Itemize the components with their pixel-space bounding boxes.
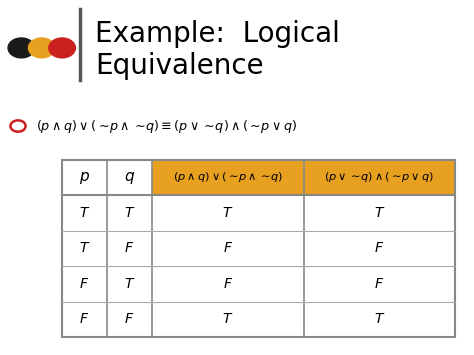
Text: $F$: $F$ <box>223 241 233 256</box>
Text: $(p \wedge q) \vee (\sim\!p \wedge \sim\!q)$: $(p \wedge q) \vee (\sim\!p \wedge \sim\… <box>173 170 283 185</box>
Bar <box>152 160 303 195</box>
Bar <box>303 160 455 195</box>
Text: $F$: $F$ <box>79 312 89 327</box>
Text: Example:  Logical: Example: Logical <box>95 20 340 48</box>
Text: $T$: $T$ <box>222 206 234 220</box>
Text: $p$: $p$ <box>79 169 90 186</box>
Text: $T$: $T$ <box>79 241 90 256</box>
Circle shape <box>28 38 55 58</box>
Text: $T$: $T$ <box>222 312 234 327</box>
Text: $F$: $F$ <box>374 277 384 291</box>
Text: Equivalence: Equivalence <box>95 52 264 80</box>
Text: $q$: $q$ <box>124 169 135 186</box>
Text: $T$: $T$ <box>124 206 135 220</box>
Text: $T$: $T$ <box>79 206 90 220</box>
Text: $F$: $F$ <box>374 241 384 256</box>
Text: $(p \vee \sim\!q) \wedge (\sim\!p \vee q)$: $(p \vee \sim\!q) \wedge (\sim\!p \vee q… <box>324 170 434 185</box>
Text: $(p \wedge q) \vee (\sim\!p \wedge \sim\!q) \equiv (p \vee \sim\!q) \wedge (\sim: $(p \wedge q) \vee (\sim\!p \wedge \sim\… <box>36 118 297 135</box>
Text: $T$: $T$ <box>124 277 135 291</box>
Circle shape <box>8 38 35 58</box>
Text: $F$: $F$ <box>79 277 89 291</box>
Text: $T$: $T$ <box>374 206 385 220</box>
Text: $F$: $F$ <box>223 277 233 291</box>
Text: $T$: $T$ <box>374 312 385 327</box>
Bar <box>62 160 455 337</box>
Circle shape <box>49 38 75 58</box>
Text: $F$: $F$ <box>124 312 135 327</box>
Text: $F$: $F$ <box>124 241 135 256</box>
